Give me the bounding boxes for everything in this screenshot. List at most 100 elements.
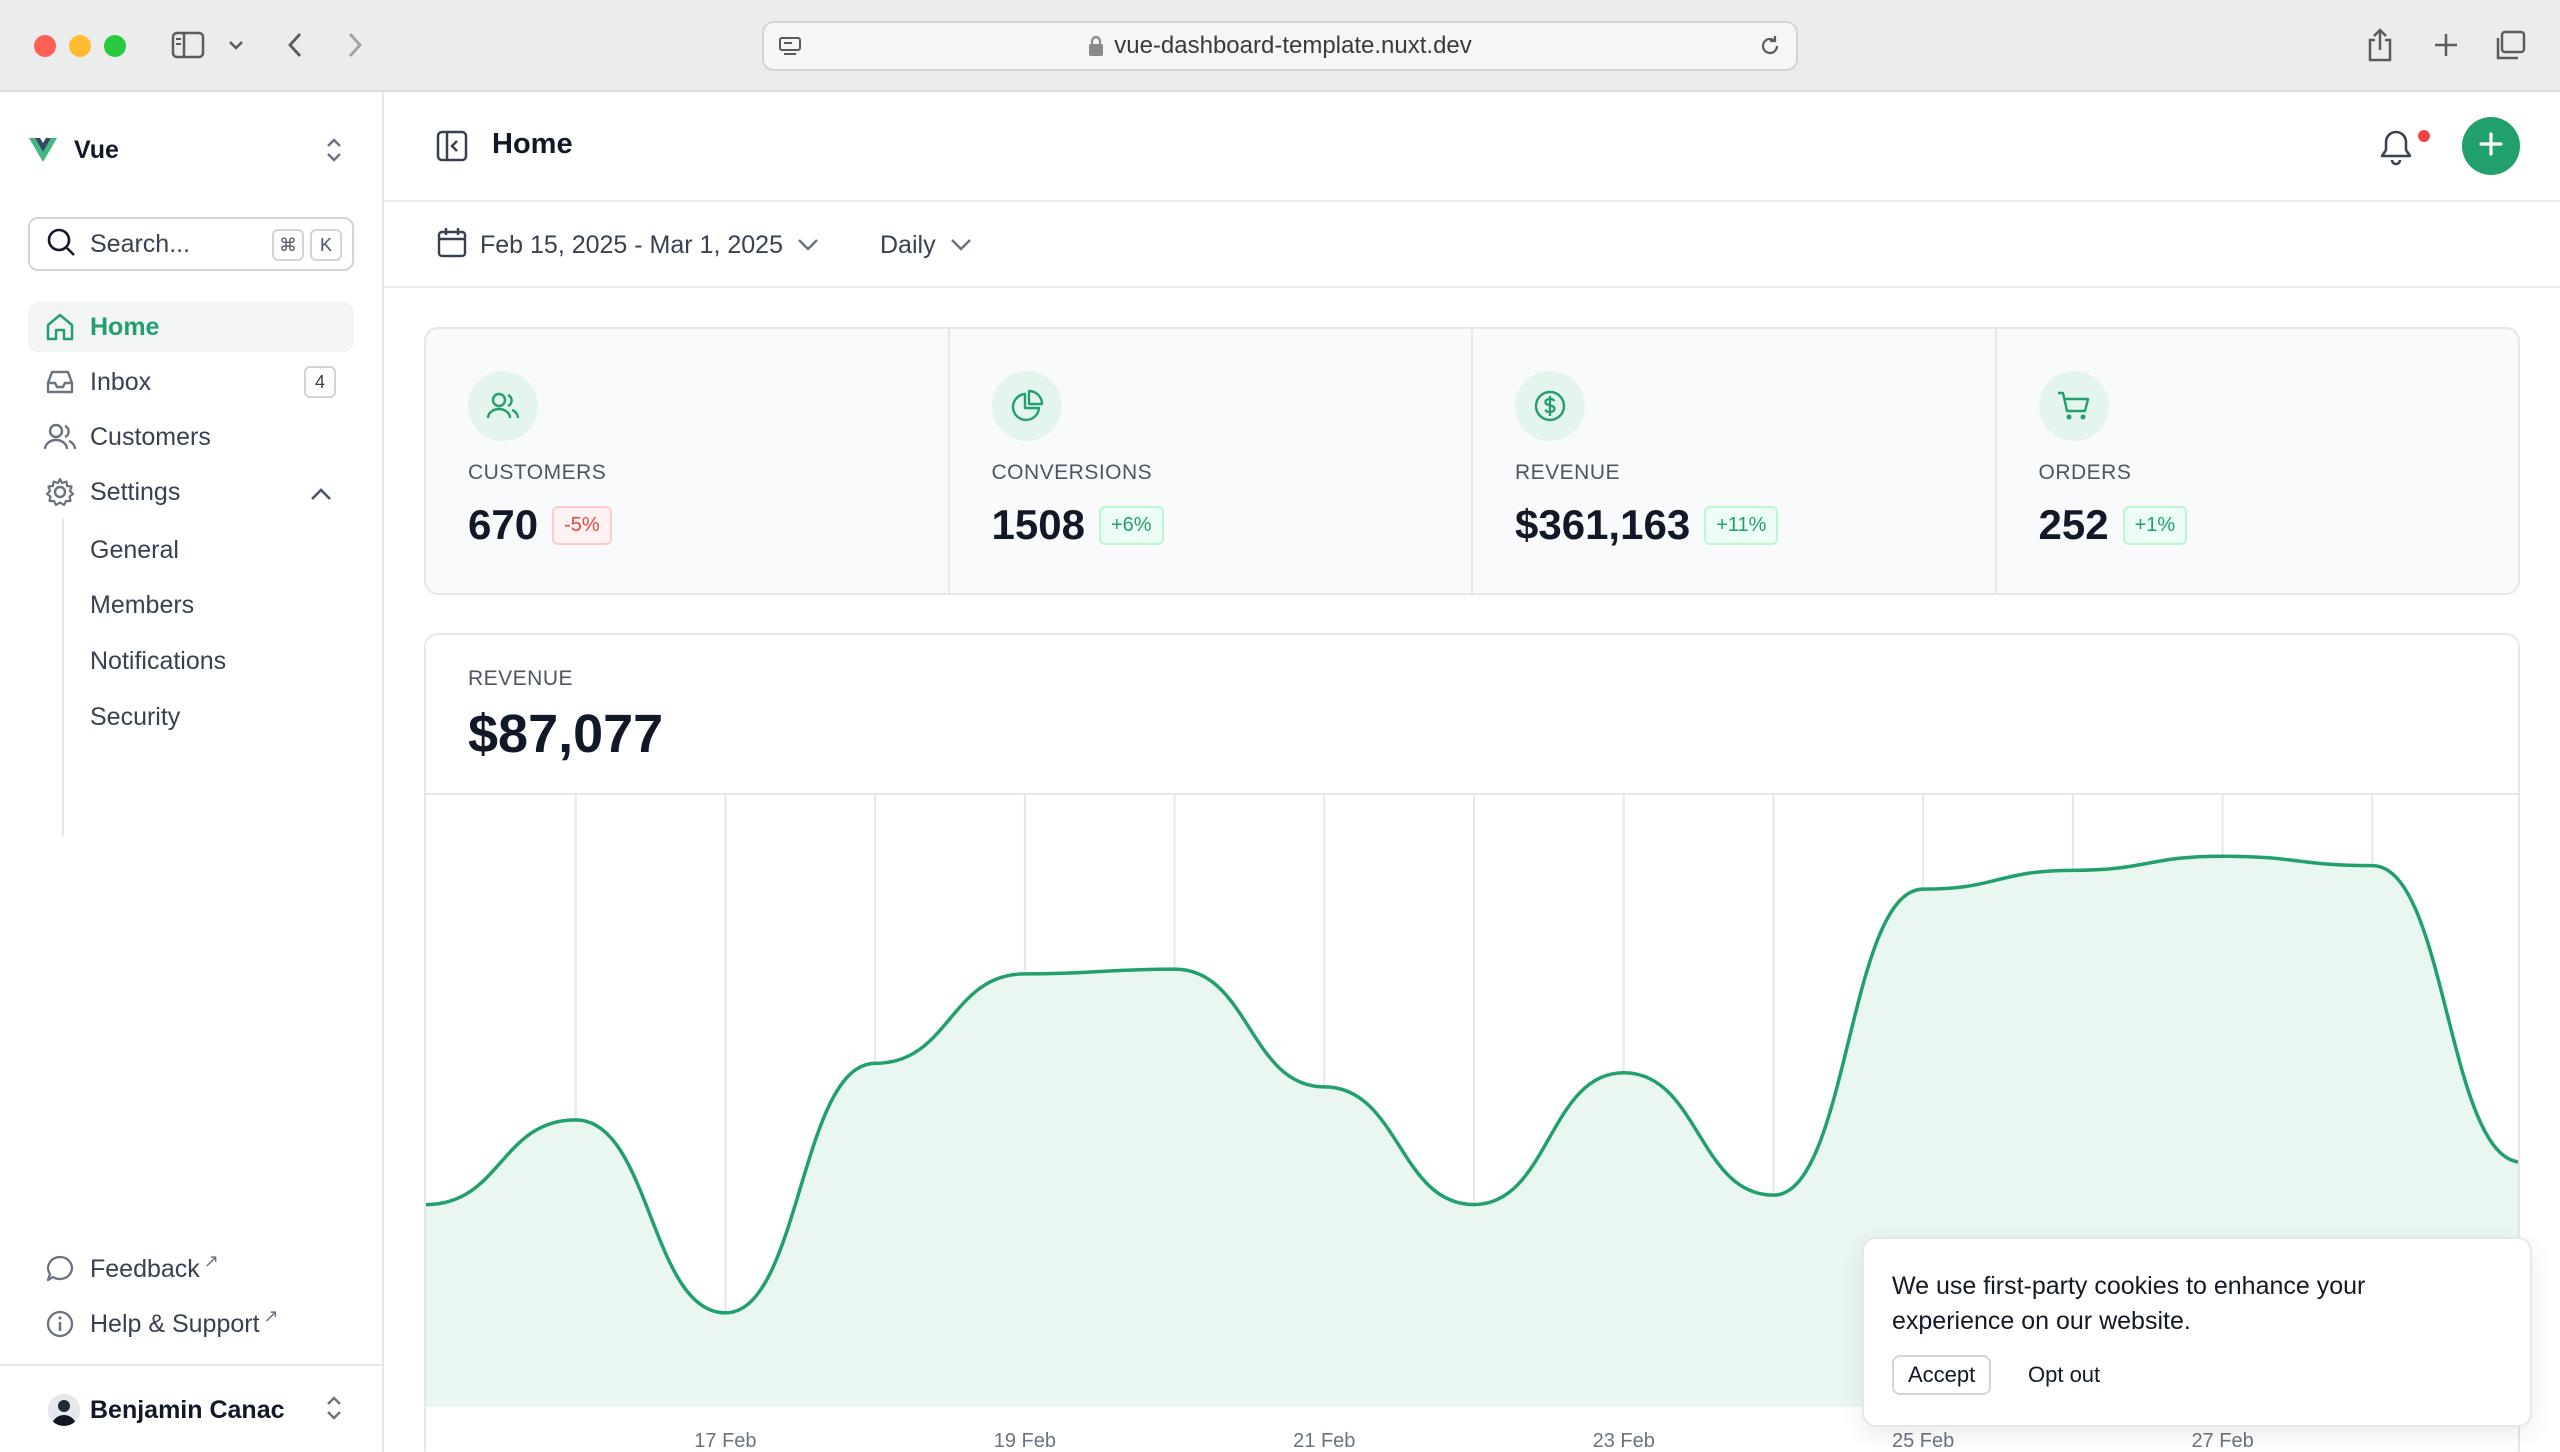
data-point-20-Feb[interactable] — [1169, 963, 1181, 975]
user-menu[interactable]: Benjamin Canac — [0, 1364, 382, 1452]
x-tick-label: 23 Feb — [1593, 1430, 1655, 1452]
help-support-link[interactable]: Help & Support ↗ — [44, 1302, 279, 1346]
sidebar-item-home[interactable]: Home — [28, 302, 354, 352]
stat-card-orders[interactable]: ORDERS 252 +1% — [1997, 329, 2519, 593]
search-placeholder: Search... — [90, 229, 191, 258]
stat-label: CONVERSIONS — [991, 461, 1153, 484]
url-text: vue-dashboard-template.nuxt.dev — [1114, 32, 1472, 59]
period-text: Daily — [880, 230, 936, 259]
x-tick-label: 27 Feb — [2191, 1430, 2253, 1452]
users-icon — [468, 371, 538, 441]
bell-icon[interactable] — [2378, 128, 2414, 171]
period-select[interactable]: Daily — [880, 222, 972, 268]
chevron-up-down-icon — [324, 136, 344, 169]
sidebar-subitem-members[interactable]: Members — [90, 590, 195, 619]
sidebar-toggle-icon[interactable] — [168, 22, 208, 68]
stat-label: CUSTOMERS — [468, 461, 607, 484]
stat-delta-badge: -5% — [552, 505, 612, 545]
data-point-16-Feb[interactable] — [570, 1114, 582, 1126]
add-button[interactable] — [2462, 117, 2520, 175]
chart-total-value: $87,077 — [468, 704, 664, 764]
sidebar-subitem-general[interactable]: General — [90, 535, 179, 564]
feedback-link[interactable]: Feedback ↗ — [44, 1247, 219, 1291]
data-point-18-Feb[interactable] — [869, 1057, 881, 1069]
sidebar-item-customers[interactable]: Customers — [28, 412, 354, 462]
collapse-sidebar-icon[interactable] — [436, 130, 468, 167]
stat-label: ORDERS — [2038, 461, 2132, 484]
data-point-17-Feb[interactable] — [719, 1307, 731, 1319]
data-point-24-Feb[interactable] — [1767, 1189, 1779, 1201]
tab-overview-icon[interactable] — [2490, 22, 2530, 68]
home-icon — [44, 311, 76, 343]
data-point-19-Feb[interactable] — [1019, 968, 1031, 980]
stat-delta-badge: +1% — [2122, 505, 2188, 545]
window-minimize-button[interactable] — [69, 35, 91, 57]
sidebar-item-settings[interactable]: Settings — [28, 467, 354, 517]
chevron-up-down-icon — [324, 1394, 344, 1427]
cookie-message: We use first-party cookies to enhance yo… — [1892, 1272, 2366, 1335]
shortcut-mod-key: ⌘ — [272, 229, 304, 261]
back-icon[interactable] — [280, 22, 310, 68]
feedback-label: Feedback — [90, 1254, 200, 1283]
reload-icon[interactable] — [1758, 34, 1782, 65]
shortcut-k-key: K — [310, 229, 342, 261]
notification-dot — [2418, 130, 2430, 142]
chevron-down-icon[interactable] — [224, 22, 248, 68]
data-point-25-Feb[interactable] — [1917, 883, 1929, 895]
sidebar-subitem-notifications[interactable]: Notifications — [90, 646, 227, 675]
page-menu-icon[interactable] — [778, 35, 802, 66]
plus-icon — [2478, 131, 2504, 162]
window-zoom-button[interactable] — [104, 35, 126, 57]
help-support-label: Help & Support — [90, 1309, 260, 1338]
data-point-27-Feb[interactable] — [2217, 850, 2229, 862]
sidebar: Vue Search... ⌘ K Home Inbox 4 Customers — [0, 92, 384, 1452]
search-icon — [46, 227, 76, 262]
date-range-picker[interactable]: Feb 15, 2025 - Mar 1, 2025 — [436, 222, 819, 268]
x-tick-label: 17 Feb — [694, 1430, 756, 1452]
revenue-series-line — [426, 854, 2518, 1315]
data-point-22-Feb[interactable] — [1468, 1199, 1480, 1211]
info-icon — [44, 1308, 76, 1340]
external-link-icon: ↗ — [203, 1250, 219, 1271]
opt-out-button[interactable]: Opt out — [2014, 1355, 2114, 1395]
stat-value-row: $361,163 +11% — [1515, 501, 1779, 549]
user-name: Benjamin Canac — [90, 1396, 285, 1424]
main-header: Home — [384, 92, 2560, 202]
stat-card-conversions[interactable]: CONVERSIONS 1508 +6% — [950, 329, 1473, 593]
data-point-23-Feb[interactable] — [1618, 1067, 1630, 1079]
lock-icon — [1088, 35, 1104, 57]
data-point-28-Feb[interactable] — [2366, 860, 2378, 872]
shopping-cart-icon — [2038, 371, 2109, 441]
forward-icon[interactable] — [340, 22, 370, 68]
sidebar-item-label: Home — [90, 312, 160, 341]
stat-value-row: 1508 +6% — [992, 501, 1164, 549]
dollar-circle-icon — [1515, 371, 1585, 441]
data-point-21-Feb[interactable] — [1318, 1081, 1330, 1093]
gear-icon — [44, 476, 76, 508]
date-range-text: Feb 15, 2025 - Mar 1, 2025 — [480, 230, 783, 259]
sidebar-item-label: Customers — [90, 422, 211, 451]
chart-divider — [426, 793, 2518, 795]
chevron-down-icon — [797, 238, 819, 252]
chevron-up-icon[interactable] — [310, 479, 332, 508]
sidebar-item-inbox[interactable]: Inbox 4 — [28, 357, 354, 407]
new-tab-icon[interactable] — [2428, 22, 2464, 68]
page-title: Home — [492, 128, 573, 160]
search-input[interactable]: Search... ⌘ K — [28, 217, 354, 271]
stat-value-row: 252 +1% — [2039, 501, 2188, 549]
share-icon[interactable] — [2362, 22, 2398, 68]
stat-value: 252 — [2038, 501, 2109, 548]
stat-delta-badge: +11% — [1704, 505, 1779, 545]
stat-card-customers[interactable]: CUSTOMERS 670 -5% — [426, 329, 950, 593]
x-tick-label: 21 Feb — [1293, 1430, 1355, 1452]
stat-value-row: 670 -5% — [468, 501, 612, 549]
sidebar-subitem-security[interactable]: Security — [90, 702, 181, 731]
address-bar[interactable]: vue-dashboard-template.nuxt.dev — [762, 21, 1798, 71]
stat-card-revenue[interactable]: REVENUE $361,163 +11% — [1473, 329, 1997, 593]
avatar — [48, 1394, 80, 1426]
team-switcher[interactable]: Vue — [28, 122, 344, 178]
stats-grid: CUSTOMERS 670 -5% CONVERSIONS 1508 +6% R… — [424, 327, 2520, 595]
data-point-26-Feb[interactable] — [2067, 864, 2079, 876]
accept-cookies-button[interactable]: Accept — [1892, 1355, 1992, 1395]
window-close-button[interactable] — [34, 35, 56, 57]
